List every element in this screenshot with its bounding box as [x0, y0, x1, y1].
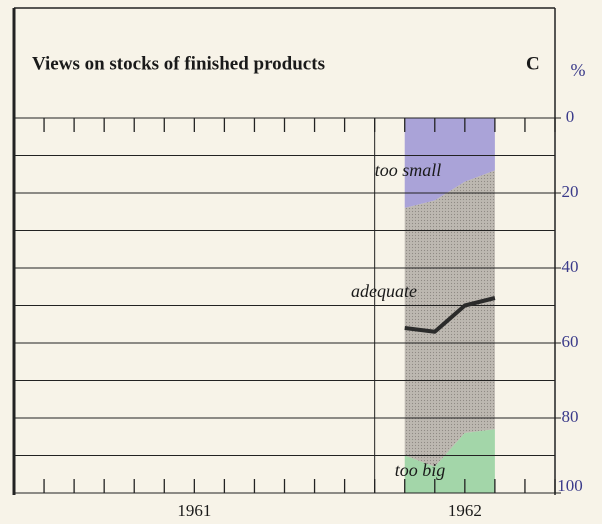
x-tick-label: 1961: [177, 501, 211, 520]
area: [404, 118, 495, 208]
area: [404, 429, 495, 493]
line: [404, 296, 496, 334]
y-tick-label: 60: [562, 332, 579, 351]
y-tick-label: 0: [566, 107, 575, 126]
series-label: too small: [375, 160, 442, 180]
y-tick-label: 80: [562, 407, 579, 426]
x-tick-label: 1962: [448, 501, 482, 520]
y-tick-label: 20: [562, 182, 579, 201]
y-tick-label: 100: [557, 476, 583, 495]
panel-label: C: [526, 53, 540, 74]
y-axis-label: %: [571, 60, 586, 80]
y-tick-label: 40: [562, 257, 579, 276]
chart-title: Views on stocks of finished products: [32, 53, 325, 74]
series-label: adequate: [351, 281, 417, 301]
series-label: too big: [395, 460, 446, 480]
